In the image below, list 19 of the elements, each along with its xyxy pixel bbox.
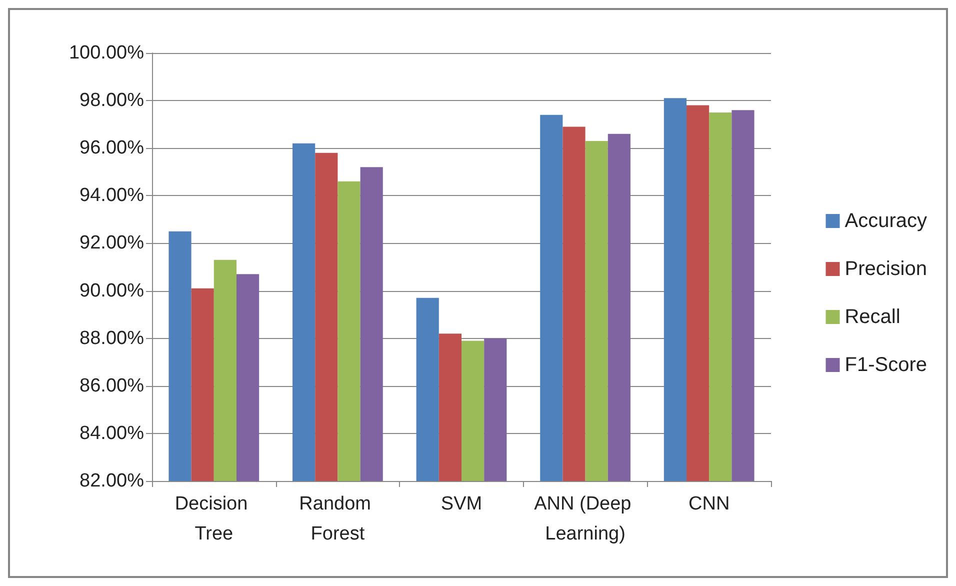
x-tick-label: Random Forest bbox=[299, 494, 376, 544]
y-tick-label: 98.00% bbox=[80, 90, 144, 112]
legend-label: F1-Score bbox=[844, 354, 927, 376]
legend-label: Precision bbox=[844, 258, 928, 280]
y-tick-label: 84.00% bbox=[80, 422, 144, 444]
x-tick-label: ANN (Deep Learning) bbox=[534, 494, 637, 544]
y-tick-label: 90.00% bbox=[80, 280, 144, 302]
y-tick-label: 82.00% bbox=[80, 470, 144, 492]
y-tick-label: 86.00% bbox=[80, 375, 144, 396]
y-tick-label: 100.00% bbox=[68, 42, 144, 64]
legend-label: Recall bbox=[844, 306, 900, 328]
y-tick-label: 92.00% bbox=[80, 232, 144, 254]
y-tick-label: 94.00% bbox=[80, 185, 144, 206]
y-tick-label: 88.00% bbox=[80, 328, 144, 349]
x-tick-label: Decision Tree bbox=[174, 494, 253, 544]
x-tick-label: CNN bbox=[688, 494, 730, 514]
y-tick-label: 96.00% bbox=[80, 138, 144, 159]
x-tick-label: SVM bbox=[440, 494, 482, 514]
legend-label: Accuracy bbox=[844, 210, 927, 232]
